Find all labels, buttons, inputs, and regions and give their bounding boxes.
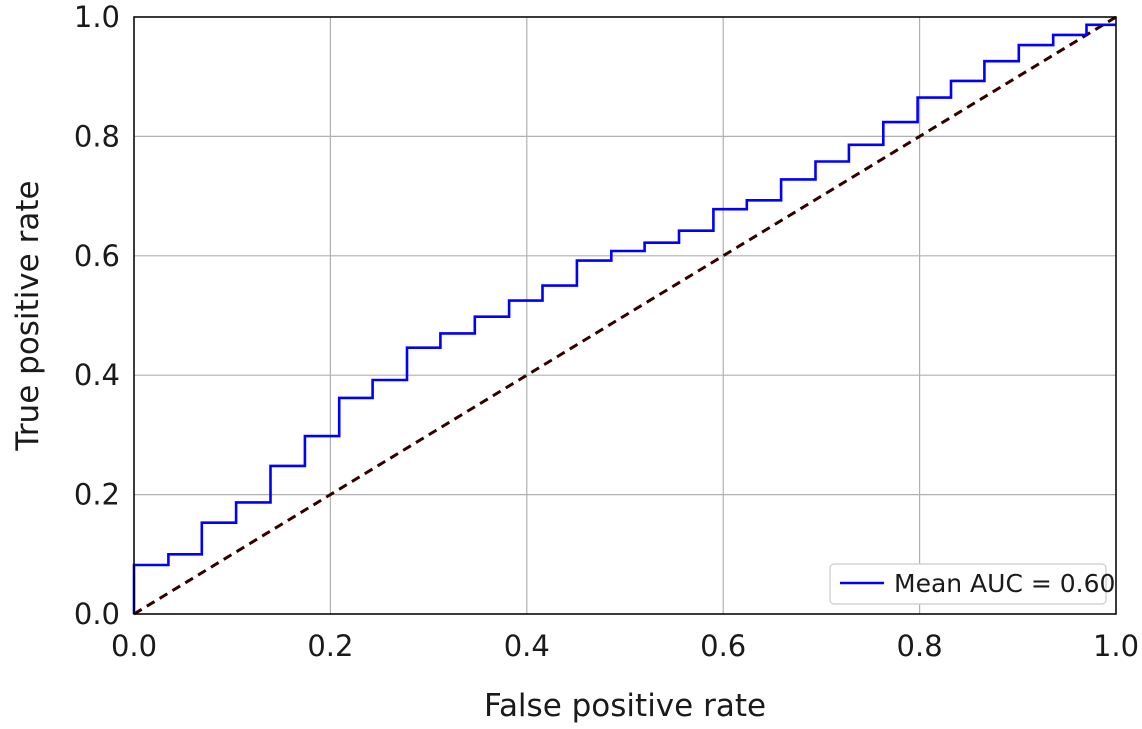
chance-diagonal-line: [133, 15, 1117, 616]
legend-entry-mean-auc: Mean AUC = 0.60: [894, 569, 1115, 598]
plot-frame: [133, 16, 1117, 615]
y-axis-label: True positive rate: [10, 180, 46, 451]
x-tick-label-4: 0.8: [897, 629, 943, 663]
x-tick-label-1: 0.2: [307, 629, 353, 663]
x-tick-label-0: 0.0: [111, 629, 157, 663]
y-tick-label-3: 0.6: [74, 239, 120, 273]
y-tick-label-0: 0.0: [74, 597, 120, 631]
legend: Mean AUC = 0.60: [829, 563, 1115, 605]
y-tick-label-5: 1.0: [74, 0, 120, 34]
x-tick-label-2: 0.4: [504, 629, 550, 663]
y-tick-label-4: 0.8: [74, 119, 120, 153]
x-tick-label-5: 1.0: [1093, 629, 1139, 663]
y-tick-label-1: 0.2: [74, 478, 120, 512]
roc-step-curve: [132, 23, 1116, 614]
x-tick-label-3: 0.6: [700, 629, 746, 663]
tick-labels: 0.0 0.2 0.4 0.6 0.8 1.0 0.0 0.2 0.4 0.6 0.8 1.0: [74, 0, 1139, 663]
x-axis-label: False positive rate: [484, 688, 766, 724]
series-layer: [132, 15, 1117, 616]
y-tick-label-2: 0.4: [74, 358, 120, 392]
legend-box: [829, 563, 1107, 605]
